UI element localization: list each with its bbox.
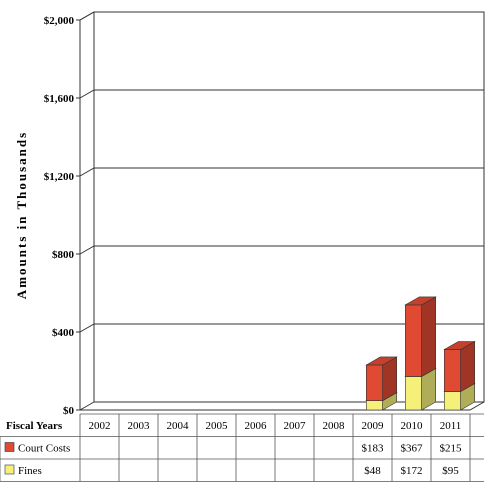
bar-front: [366, 364, 383, 401]
x-tick-label: 2004: [167, 420, 190, 432]
table-header-label: Fiscal Years: [6, 420, 63, 432]
data-label: $172: [401, 465, 423, 477]
bar-side: [421, 296, 436, 377]
data-label: $215: [440, 443, 463, 455]
data-label: $183: [362, 443, 385, 455]
legend-swatch: [4, 464, 15, 475]
gridline: [79, 245, 484, 255]
x-tick-label: 2005: [206, 420, 229, 432]
x-tick-label: 2006: [245, 420, 268, 432]
legend-swatch: [4, 442, 15, 452]
bar-front: [366, 400, 383, 411]
data-table: Fiscal Years 2002 2003 2004 2005 2006 2007 2008…: [0, 413, 484, 482]
bar-top: [404, 296, 437, 306]
bars: [365, 296, 476, 411]
bar-front: [444, 391, 461, 411]
floor-edge: [80, 401, 485, 411]
gridlines: [79, 11, 484, 333]
gridline: [79, 89, 484, 99]
y-tick-label: $1,600: [44, 93, 75, 105]
legend-label: Court Costs: [18, 443, 70, 455]
bar-top: [443, 341, 476, 350]
y-axis-label: Amounts in Thousands: [14, 131, 29, 299]
bar-top: [365, 356, 398, 366]
gridline: [79, 323, 484, 333]
bar-front: [405, 376, 422, 411]
bar-front: [405, 304, 422, 377]
data-label: $367: [401, 443, 424, 455]
x-tick-label: 2011: [440, 420, 462, 432]
y-tick-label: $400: [52, 327, 75, 339]
y-axis-ticks: $0 $400 $800 $1,200 $1,600 $2,000: [44, 15, 80, 417]
x-tick-label: 2008: [323, 420, 346, 432]
side-wall-edges: [79, 11, 95, 411]
y-tick-label: $0: [63, 405, 75, 417]
x-tick-label: 2009: [362, 420, 385, 432]
data-label: $95: [442, 465, 459, 477]
x-tick-label: 2003: [128, 420, 151, 432]
data-label: $48: [364, 465, 381, 477]
bar-segment-court-costs: [365, 356, 398, 402]
x-tick-label: 2007: [284, 420, 307, 432]
y-tick-label: $800: [52, 249, 75, 261]
x-tick-label: 2002: [89, 420, 111, 432]
y-tick-label: $2,000: [44, 15, 75, 27]
bar-segment-court-costs: [443, 341, 476, 392]
gridline: [79, 167, 484, 177]
legend-label: Fines: [18, 465, 42, 477]
bar-side: [460, 341, 475, 392]
x-tick-label: 2010: [401, 420, 424, 432]
gridline: [79, 11, 484, 21]
y-tick-label: $1,200: [44, 171, 75, 183]
bar-front: [444, 349, 461, 392]
bar-segment-court-costs: [404, 296, 437, 377]
